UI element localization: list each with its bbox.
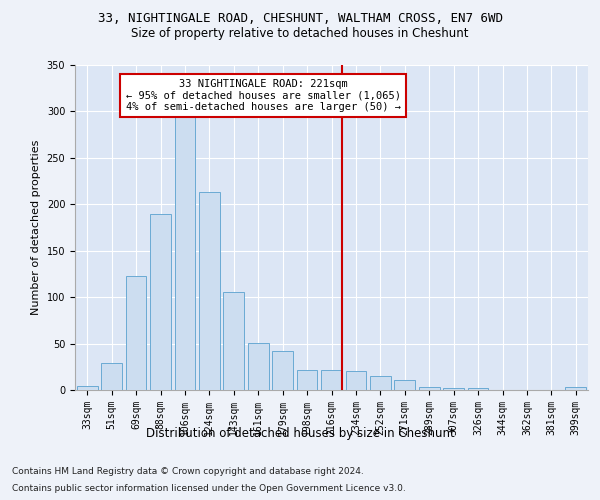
Text: 33 NIGHTINGALE ROAD: 221sqm
← 95% of detached houses are smaller (1,065)
4% of s: 33 NIGHTINGALE ROAD: 221sqm ← 95% of det… bbox=[125, 79, 401, 112]
Bar bbox=[443, 388, 464, 390]
Bar bbox=[419, 387, 440, 390]
Bar bbox=[565, 387, 586, 390]
Bar bbox=[199, 192, 220, 390]
Text: Contains public sector information licensed under the Open Government Licence v3: Contains public sector information licen… bbox=[12, 484, 406, 493]
Text: Contains HM Land Registry data © Crown copyright and database right 2024.: Contains HM Land Registry data © Crown c… bbox=[12, 468, 364, 476]
Bar bbox=[394, 380, 415, 390]
Bar bbox=[248, 342, 269, 390]
Bar bbox=[223, 292, 244, 390]
Bar bbox=[150, 214, 171, 390]
Bar bbox=[467, 388, 488, 390]
Bar bbox=[370, 376, 391, 390]
Bar bbox=[77, 386, 98, 390]
Text: Size of property relative to detached houses in Cheshunt: Size of property relative to detached ho… bbox=[131, 28, 469, 40]
Bar bbox=[101, 363, 122, 390]
Bar bbox=[125, 276, 146, 390]
Text: Distribution of detached houses by size in Cheshunt: Distribution of detached houses by size … bbox=[146, 428, 454, 440]
Text: 33, NIGHTINGALE ROAD, CHESHUNT, WALTHAM CROSS, EN7 6WD: 33, NIGHTINGALE ROAD, CHESHUNT, WALTHAM … bbox=[97, 12, 503, 26]
Bar bbox=[175, 117, 196, 390]
Bar bbox=[321, 370, 342, 390]
Bar bbox=[272, 351, 293, 390]
Bar bbox=[346, 372, 367, 390]
Y-axis label: Number of detached properties: Number of detached properties bbox=[31, 140, 41, 315]
Bar bbox=[296, 370, 317, 390]
